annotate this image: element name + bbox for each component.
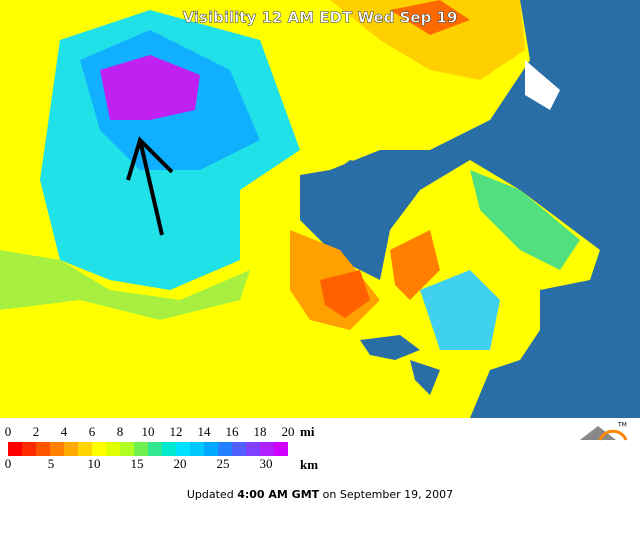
- legend-swatch: [204, 442, 218, 456]
- mi-label: 18: [254, 424, 267, 439]
- legend-swatch: [218, 442, 232, 456]
- mi-label: 12: [170, 424, 183, 439]
- legend-swatch: [246, 442, 260, 456]
- mi-label: 6: [89, 424, 96, 439]
- legend-swatch: [274, 442, 288, 456]
- map-title: Visibility 12 AM EDT Wed Sep 19: [183, 9, 458, 27]
- legend-swatch: [50, 442, 64, 456]
- km-label: 20: [174, 456, 187, 471]
- zone: [0, 250, 250, 320]
- mi-label: 14: [198, 424, 212, 439]
- mi-label: 2: [33, 424, 40, 439]
- legend-swatch: [92, 442, 106, 456]
- legend-swatch: [36, 442, 50, 456]
- legend-swatch: [134, 442, 148, 456]
- arrow: [126, 136, 174, 181]
- arrow: [138, 139, 164, 236]
- mi-label: 8: [117, 424, 124, 439]
- mi-unit: mi: [300, 424, 315, 439]
- water: [310, 160, 400, 250]
- zone: [470, 170, 580, 270]
- legend-swatch: [106, 442, 120, 456]
- legend-swatch: [78, 442, 92, 456]
- footer: Updated 4:00 AM GMT on September 19, 200…: [0, 488, 640, 501]
- mi-label: 10: [142, 424, 155, 439]
- zone: [100, 55, 200, 120]
- zone: [390, 230, 440, 300]
- legend-swatch: [64, 442, 78, 456]
- km-label: 5: [48, 456, 55, 471]
- mi-label: 0: [5, 424, 12, 439]
- km-label: 15: [131, 456, 144, 471]
- land: [330, 0, 525, 80]
- zone: [420, 270, 500, 350]
- land: [390, 0, 470, 35]
- legend-swatch: [260, 442, 274, 456]
- km-label: 30: [260, 456, 273, 471]
- logo-mark: TM: [617, 422, 627, 429]
- legend-swatch: [176, 442, 190, 456]
- map: Visibility 12 AM EDT Wed Sep 19 0 2 4 6 8 10 1…: [0, 0, 640, 472]
- km-label: 10: [88, 456, 101, 471]
- legend-swatch: [190, 442, 204, 456]
- footer-time: 4:00 AM GMT: [237, 488, 320, 501]
- footer-suffix: on September 19, 2007: [322, 488, 454, 501]
- mi-label: 20: [282, 424, 295, 439]
- km-label: 0: [5, 456, 12, 471]
- legend-swatch: [120, 442, 134, 456]
- water: [360, 335, 420, 360]
- legend-swatch: [8, 442, 22, 456]
- water: [410, 360, 440, 395]
- ice: [525, 60, 560, 110]
- footer-prefix: Updated: [186, 488, 234, 501]
- legend-swatch: [148, 442, 162, 456]
- mi-label: 16: [226, 424, 240, 439]
- legend-swatch: [162, 442, 176, 456]
- legend-swatch: [22, 442, 36, 456]
- mi-label: 4: [61, 424, 68, 439]
- km-label: 25: [217, 456, 230, 471]
- legend-swatch: [232, 442, 246, 456]
- km-unit: km: [300, 457, 318, 472]
- zone: [320, 270, 370, 318]
- legend: 0 2 4 6 8 10 12 14 16 18 20 mi 0 5 10 15 20 25 30 km: [5, 424, 318, 472]
- logo: TM: [580, 422, 628, 441]
